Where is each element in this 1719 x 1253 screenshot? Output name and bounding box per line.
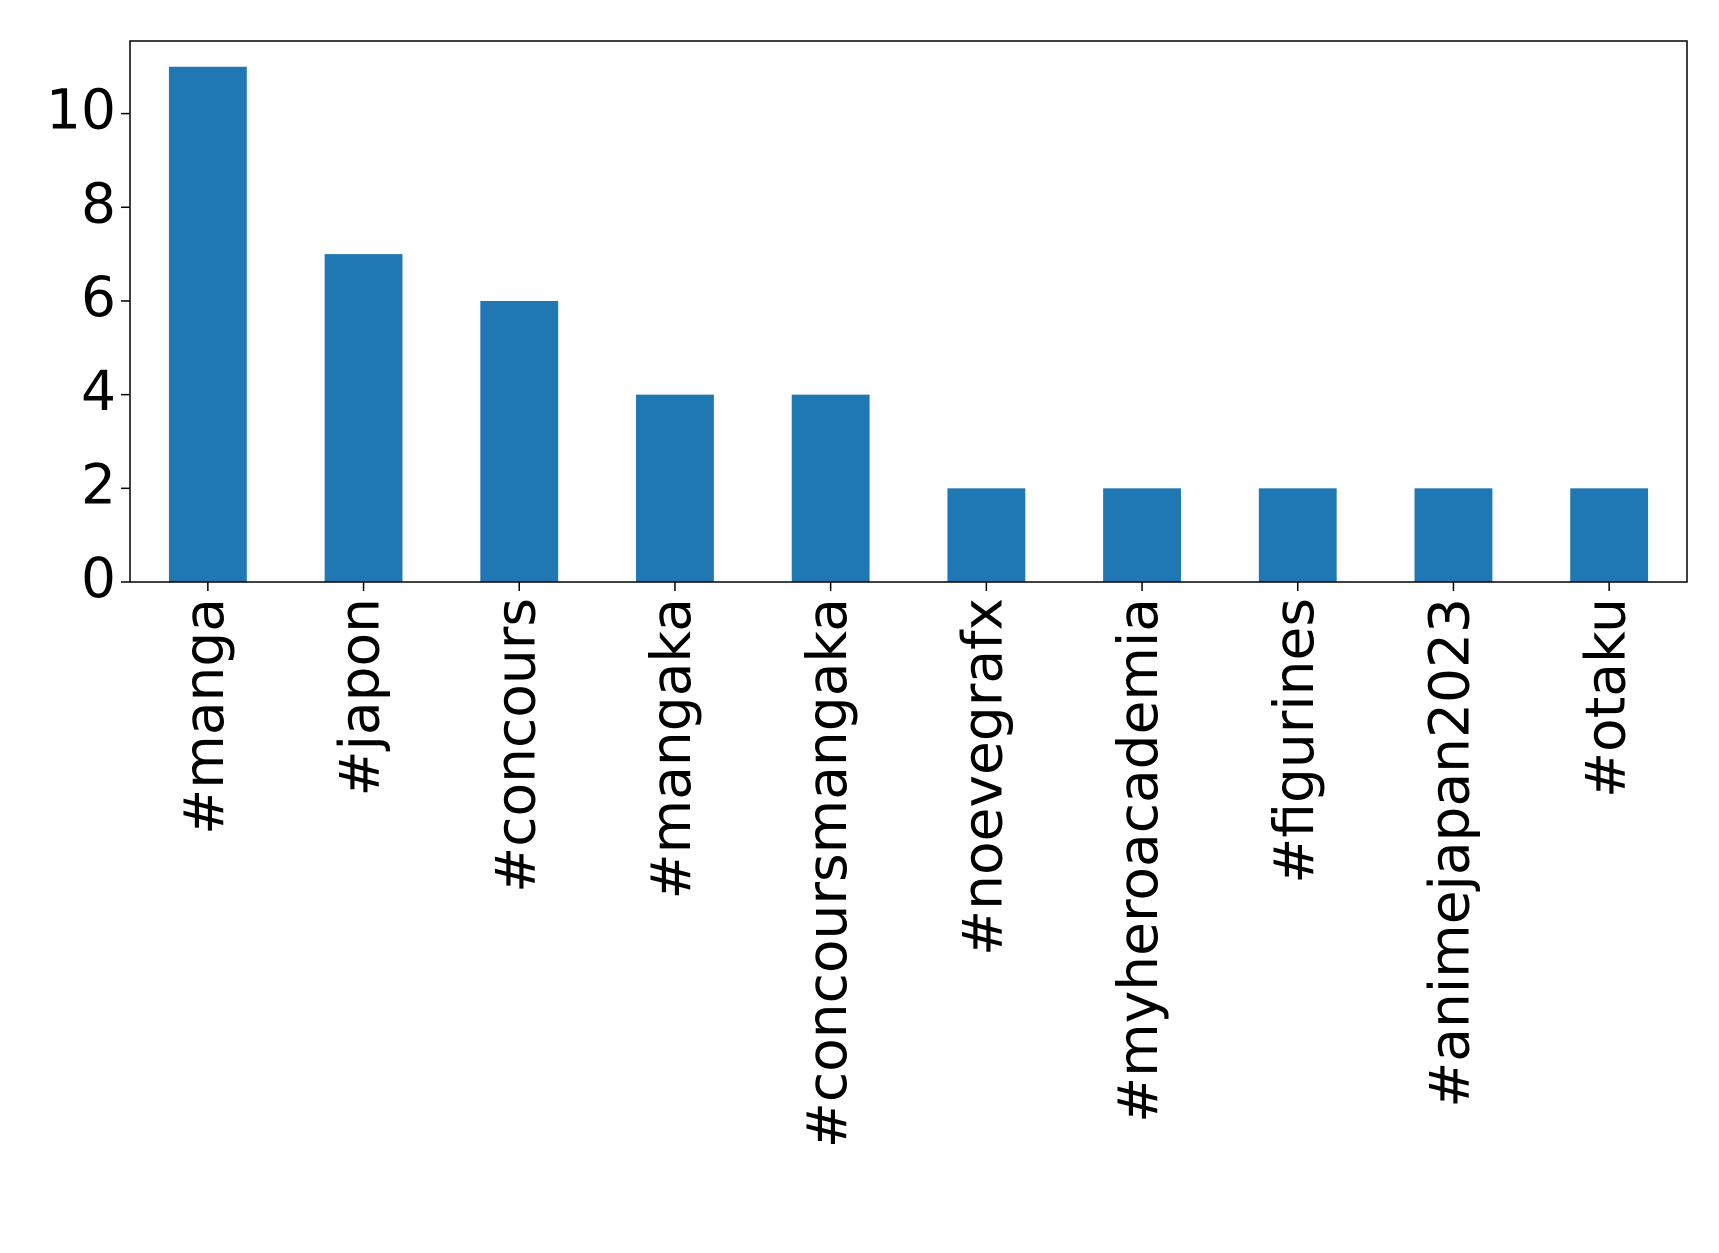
bar [324,254,403,582]
x-tick-label: #noevegrafx [950,598,1014,956]
x-tick-label: #concoursmangaka [795,598,859,1148]
x-tick-label: #myheroacademia [1106,598,1170,1123]
bar [480,300,559,582]
y-tick-label: 6 [81,265,116,329]
x-tick-label: #japon [328,598,392,797]
bar [1103,488,1181,582]
bar [947,488,1026,582]
bar [168,66,247,582]
y-tick-label: 0 [81,546,116,610]
bar [636,394,714,582]
bar [791,394,870,582]
bar [1258,488,1337,582]
y-tick-label: 4 [81,359,116,423]
y-tick-label: 10 [46,78,116,142]
x-tick-label: #mangaka [639,598,703,899]
y-tick-label: 8 [81,171,116,235]
bar [1570,488,1649,582]
x-tick-label: #otaku [1573,598,1637,798]
x-tick-label: #animejapan2023 [1418,598,1482,1108]
y-tick-label: 2 [81,452,116,516]
bar [1414,488,1493,582]
x-tick-label: #figurines [1262,598,1326,884]
x-tick-label: #manga [172,598,236,835]
x-tick-label: #concours [483,598,547,893]
plot-frame [129,40,1688,583]
